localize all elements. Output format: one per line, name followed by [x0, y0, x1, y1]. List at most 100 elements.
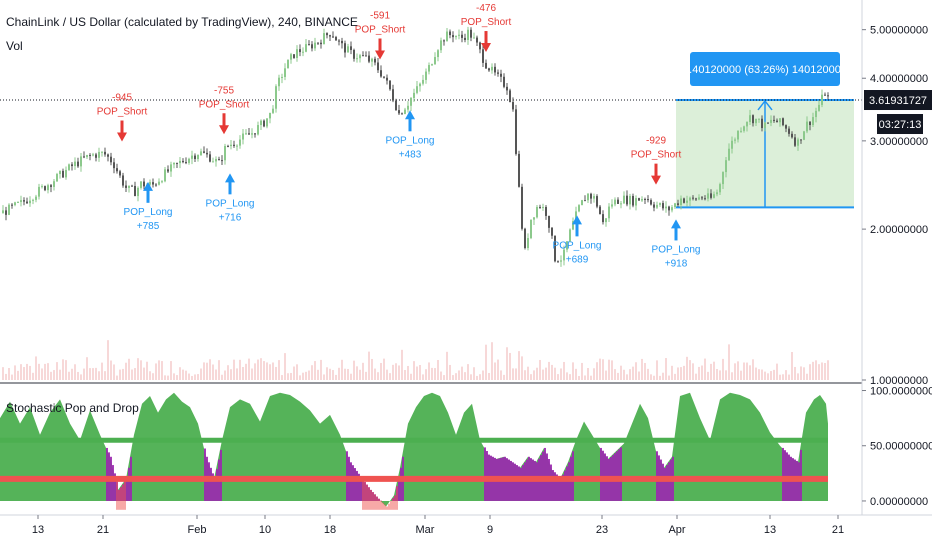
volume-bar: [209, 359, 211, 380]
candle-body: [293, 54, 295, 58]
candle-body: [227, 145, 229, 147]
candle-body: [245, 133, 247, 135]
candle-body: [239, 139, 241, 146]
volume-bar: [800, 366, 802, 380]
candle-body: [230, 144, 232, 147]
candle-body: [614, 199, 616, 205]
volume-bar: [773, 369, 775, 380]
candle-body: [185, 162, 187, 164]
candle-body: [773, 119, 775, 121]
volume-bar: [356, 366, 358, 380]
candle-body: [755, 118, 757, 124]
volume-bar: [743, 362, 745, 380]
candle-body: [764, 122, 766, 129]
volume-bar: [56, 362, 58, 380]
candle-body: [446, 31, 448, 42]
candle-body: [761, 118, 763, 129]
stoch-low-zone: [516, 465, 518, 501]
candle-body: [713, 194, 715, 198]
volume-bar: [170, 361, 172, 380]
candle-body: [242, 133, 244, 140]
volume-bar: [557, 374, 559, 380]
candle-body: [308, 44, 310, 46]
volume-bar: [500, 370, 502, 380]
candle-body: [347, 46, 349, 53]
stoch-low-zone: [662, 463, 664, 501]
candle-body: [302, 51, 304, 53]
volume-bar: [413, 361, 415, 380]
volume-bar: [662, 372, 664, 380]
candle-body: [272, 108, 274, 113]
volume-bar: [401, 349, 403, 380]
volume-bar: [11, 374, 13, 380]
volume-bar: [821, 362, 823, 380]
volume-bar: [698, 366, 700, 380]
volume-bar: [35, 356, 37, 380]
candle-body: [509, 90, 511, 103]
candle-body: [578, 205, 580, 212]
candle-body: [533, 217, 535, 220]
candle-body: [200, 151, 202, 156]
candle-body: [641, 198, 643, 201]
candle-body: [635, 198, 637, 206]
price-tick-label: 5.00000000: [870, 25, 928, 37]
volume-bar: [644, 362, 646, 380]
volume-bar: [128, 358, 130, 380]
stoch-low-zone: [664, 467, 666, 501]
stoch-oversold-zone: [374, 494, 376, 510]
measure-arrow-head: [757, 99, 773, 111]
stoch-low-zone: [620, 447, 622, 501]
volume-bar: [74, 364, 76, 380]
volume-bar: [266, 362, 268, 380]
candle-body: [155, 184, 157, 186]
volume-bar: [701, 365, 703, 380]
candle-body: [428, 65, 430, 72]
stoch-low-zone: [514, 463, 516, 501]
price-measure-tool[interactable]: 1.40120000 (63.26%) 140120000: [0, 51, 862, 209]
stochastic-pane: [0, 392, 828, 510]
volume-bar: [650, 374, 652, 380]
volume-bar: [5, 373, 7, 380]
volume-bar: [38, 363, 40, 380]
volume-bar: [545, 367, 547, 380]
candle-body: [650, 200, 652, 205]
volume-bar: [569, 374, 571, 380]
candle-body: [530, 219, 532, 239]
short-signal-label: POP_Short: [355, 24, 406, 35]
candle-body: [680, 198, 682, 205]
candle-body: [338, 40, 340, 42]
candle-body: [311, 44, 313, 49]
candle-body: [455, 35, 457, 38]
candle-body: [353, 49, 355, 59]
volume-bar: [383, 358, 385, 380]
stoch-low-zone: [560, 478, 562, 501]
stoch-oversold-zone: [362, 479, 364, 510]
short-signal-value: -929: [646, 136, 666, 147]
trade-signals: -945 POP_Short POP_Long +785 -755 POP_Short PO…: [97, 3, 701, 269]
candle-body: [314, 42, 316, 49]
volume-bar: [683, 365, 685, 380]
stoch-oversold-zone: [388, 503, 390, 510]
stoch-low-zone: [556, 474, 558, 501]
volume-bar: [299, 375, 301, 380]
candle-body: [275, 86, 277, 109]
volume-bar: [281, 375, 283, 380]
long-arrow-head: [671, 219, 681, 229]
candle-body: [638, 198, 640, 201]
candle-body: [101, 151, 103, 153]
volume-bar: [44, 363, 46, 380]
candle-body: [119, 171, 121, 176]
volume-bar: [206, 362, 208, 380]
candle-body: [671, 207, 673, 211]
volume-bar: [608, 359, 610, 380]
candle-body: [827, 95, 829, 97]
volume-bar: [629, 369, 631, 380]
volume-bar: [668, 375, 670, 380]
volume-bar: [599, 358, 601, 380]
candle-body: [77, 161, 79, 167]
volume-bar: [749, 365, 751, 380]
volume-bar: [707, 371, 709, 380]
volume-bar: [194, 374, 196, 380]
volume-bar: [290, 372, 292, 380]
